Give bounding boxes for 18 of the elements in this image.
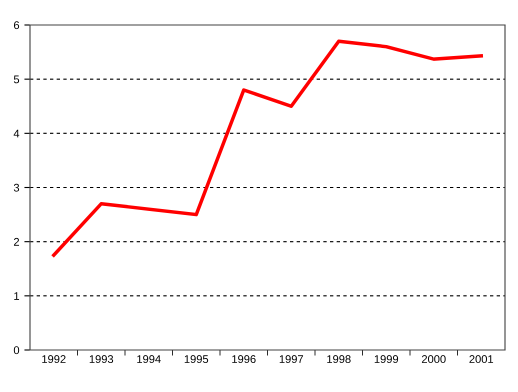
y-tick-label: 4 xyxy=(14,130,20,138)
x-tick-label: 1992 xyxy=(42,355,66,364)
y-tick-label: 2 xyxy=(14,238,20,246)
x-tick-label: 2001 xyxy=(469,355,494,364)
x-tick-label: 1997 xyxy=(280,355,304,364)
line-series xyxy=(52,40,483,257)
y-tick-label: 1 xyxy=(14,292,20,300)
x-tick-label: 1993 xyxy=(90,355,114,364)
x-tick-label: 1995 xyxy=(184,355,208,364)
x-tick-label: 1994 xyxy=(137,355,161,364)
x-tick-label: 1998 xyxy=(327,355,351,364)
y-tick-label: 5 xyxy=(14,76,20,84)
x-tick-label: 1996 xyxy=(232,355,256,364)
y-tick-label: 3 xyxy=(14,184,20,192)
y-tick-label: 6 xyxy=(14,21,20,30)
x-tick-label: 1999 xyxy=(374,355,398,364)
x-tick-label: 2000 xyxy=(422,355,446,364)
y-tick-label: 0 xyxy=(14,346,20,354)
